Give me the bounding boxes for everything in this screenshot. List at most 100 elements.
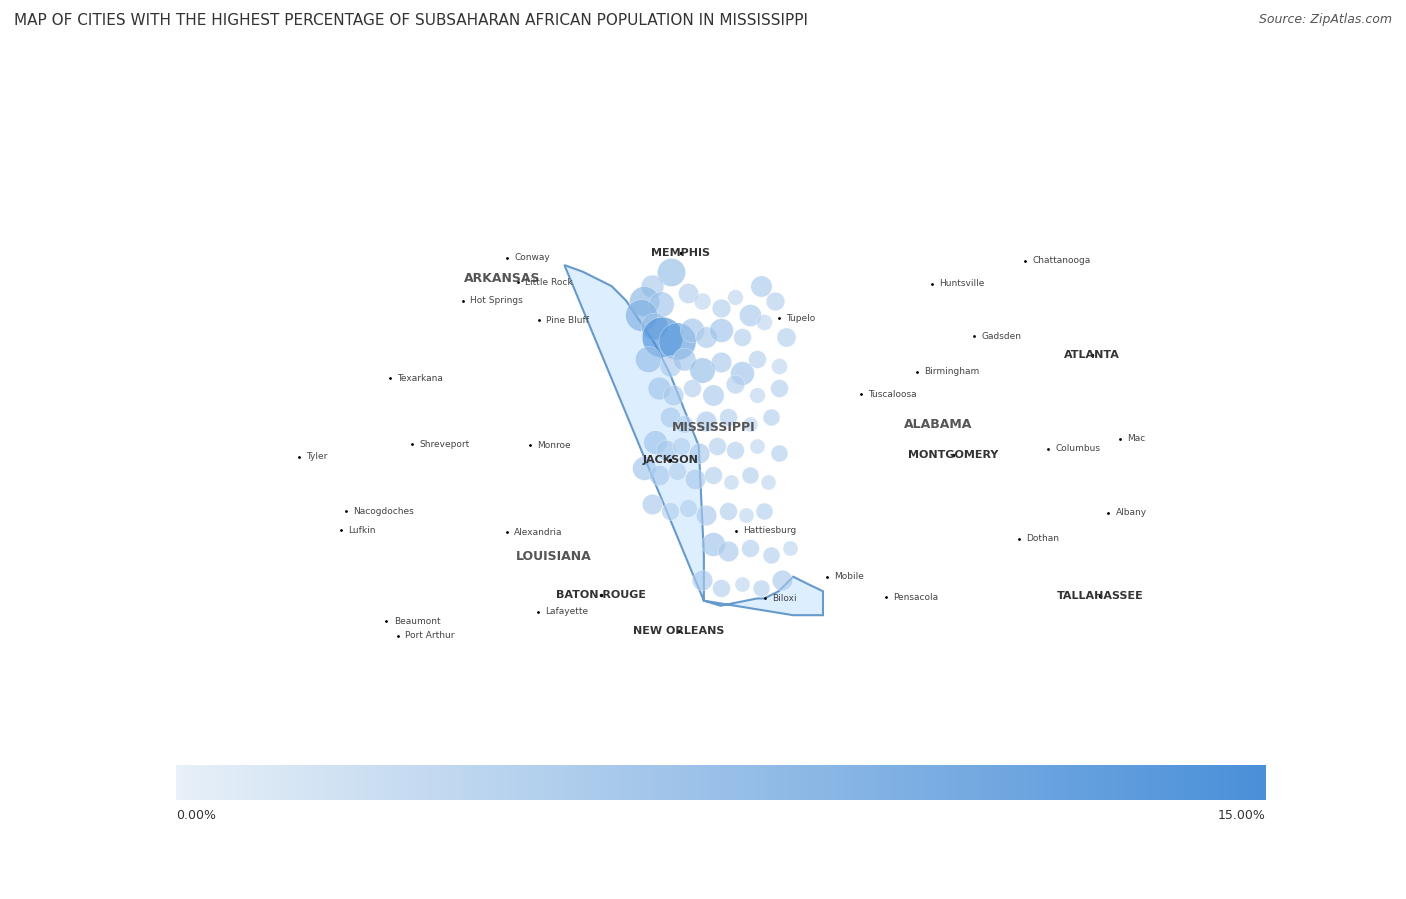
Point — [695, 414, 717, 428]
Text: Little Rock: Little Rock — [526, 278, 572, 287]
Text: Mac: Mac — [1128, 434, 1146, 443]
Point — [709, 323, 731, 337]
Text: Lafayette: Lafayette — [544, 607, 588, 616]
Point — [650, 297, 672, 311]
Point — [724, 442, 747, 457]
Point — [702, 537, 724, 551]
Point — [775, 330, 797, 344]
Text: TALLAHASSEE: TALLAHASSEE — [1056, 591, 1143, 601]
Text: Pine Bluff: Pine Bluff — [546, 316, 589, 325]
Point — [644, 435, 666, 450]
Point — [709, 581, 731, 595]
Text: MEMPHIS: MEMPHIS — [651, 248, 710, 258]
Point — [658, 410, 681, 424]
Text: Monroe: Monroe — [537, 441, 571, 450]
Point — [681, 323, 703, 337]
Point — [752, 316, 775, 330]
Point — [706, 439, 728, 453]
Text: ATLANTA: ATLANTA — [1064, 350, 1119, 360]
Polygon shape — [564, 265, 823, 615]
Point — [717, 544, 740, 558]
Text: MISSISSIPPI: MISSISSIPPI — [672, 422, 755, 434]
Point — [749, 581, 772, 595]
Point — [709, 301, 731, 316]
Text: Mobile: Mobile — [834, 572, 863, 581]
Point — [779, 540, 801, 555]
Point — [637, 352, 659, 366]
Point — [662, 387, 685, 402]
Point — [640, 497, 662, 512]
Text: Albany: Albany — [1116, 508, 1147, 517]
Point — [695, 508, 717, 522]
Text: Tupelo: Tupelo — [786, 314, 815, 323]
Point — [683, 471, 706, 485]
Point — [731, 577, 754, 592]
Point — [676, 501, 699, 515]
Point — [630, 308, 652, 323]
Text: BATON ROUGE: BATON ROUGE — [555, 590, 645, 600]
Point — [735, 508, 758, 522]
Point — [709, 355, 731, 369]
Point — [738, 467, 761, 482]
Text: MAP OF CITIES WITH THE HIGHEST PERCENTAGE OF SUBSAHARAN AFRICAN POPULATION IN MI: MAP OF CITIES WITH THE HIGHEST PERCENTAG… — [14, 13, 808, 29]
Text: 15.00%: 15.00% — [1218, 809, 1265, 822]
Point — [673, 417, 696, 432]
Point — [738, 417, 761, 432]
Point — [695, 330, 717, 344]
Point — [770, 574, 793, 588]
Text: Hot Springs: Hot Springs — [470, 296, 523, 305]
Text: Shreveport: Shreveport — [419, 440, 470, 449]
Point — [768, 380, 790, 395]
Point — [692, 574, 714, 588]
Text: MONTGOMERY: MONTGOMERY — [908, 450, 998, 460]
Point — [738, 540, 761, 555]
Text: Nacogdoches: Nacogdoches — [353, 507, 413, 516]
Point — [768, 446, 790, 460]
Point — [692, 362, 714, 377]
Point — [763, 293, 786, 307]
Point — [749, 279, 772, 293]
Point — [681, 380, 703, 395]
Text: 0.00%: 0.00% — [176, 809, 215, 822]
Text: LOUISIANA: LOUISIANA — [516, 550, 592, 563]
Text: Columbus: Columbus — [1056, 444, 1101, 453]
Point — [731, 366, 754, 380]
Text: Tuscaloosa: Tuscaloosa — [868, 390, 917, 399]
Point — [665, 334, 688, 348]
Text: Hattiesburg: Hattiesburg — [744, 527, 796, 536]
Point — [724, 289, 747, 304]
Point — [745, 439, 768, 453]
Point — [673, 352, 696, 366]
Point — [633, 293, 655, 307]
Point — [724, 377, 747, 391]
Point — [768, 359, 790, 373]
Point — [665, 464, 688, 478]
Text: Conway: Conway — [515, 254, 550, 263]
Point — [761, 410, 783, 424]
Point — [752, 504, 775, 519]
Point — [658, 504, 681, 519]
Text: Beaumont: Beaumont — [394, 617, 440, 626]
Point — [658, 359, 681, 373]
Point — [669, 439, 692, 453]
Point — [731, 330, 754, 344]
Point — [702, 387, 724, 402]
Text: Dothan: Dothan — [1026, 534, 1059, 543]
Point — [643, 319, 665, 334]
Text: Huntsville: Huntsville — [939, 280, 984, 289]
Point — [717, 410, 740, 424]
Point — [745, 387, 768, 402]
Point — [633, 460, 655, 475]
Point — [702, 467, 724, 482]
Text: Port Arthur: Port Arthur — [405, 631, 454, 640]
Point — [756, 475, 779, 489]
Text: Source: ZipAtlas.com: Source: ZipAtlas.com — [1258, 13, 1392, 26]
Text: Tyler: Tyler — [307, 452, 328, 461]
Text: Pensacola: Pensacola — [893, 592, 939, 601]
Point — [640, 279, 662, 293]
Point — [648, 467, 671, 482]
Point — [655, 442, 678, 457]
Text: ARKANSAS: ARKANSAS — [464, 272, 541, 285]
Text: Alexandria: Alexandria — [515, 528, 562, 537]
Point — [648, 380, 671, 395]
